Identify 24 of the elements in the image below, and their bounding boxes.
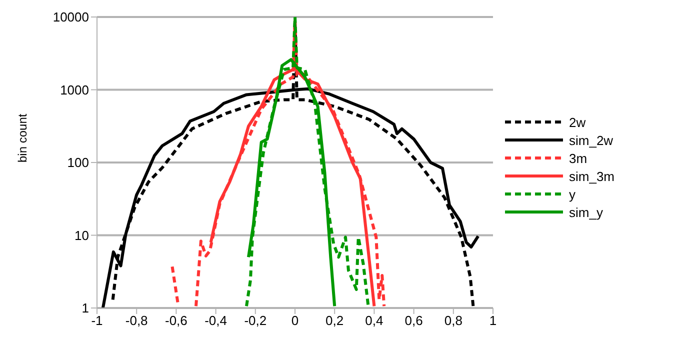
y-tick-label: 10 bbox=[74, 228, 89, 243]
legend-label: 2w bbox=[569, 114, 586, 130]
x-tick-label: 0,8 bbox=[444, 313, 462, 328]
legend-label: 3m bbox=[569, 150, 588, 166]
x-tick-label: 0,2 bbox=[326, 313, 344, 328]
x-tick-label: 0,6 bbox=[404, 313, 423, 328]
x-tick-label: -0,8 bbox=[125, 313, 148, 328]
legend-label: sim_2w bbox=[569, 132, 614, 148]
y-tick-label: 100 bbox=[67, 155, 89, 170]
x-tick-label: 1 bbox=[489, 313, 497, 328]
legend-label: sim_3m bbox=[569, 168, 615, 184]
y-tick-label: 1 bbox=[82, 300, 89, 316]
y-tick-label: 1000 bbox=[60, 82, 89, 98]
legend-label: sim_y bbox=[569, 204, 603, 220]
x-tick-label: 0,4 bbox=[365, 313, 384, 328]
x-tick-label: -1 bbox=[91, 313, 103, 328]
legend-label: y bbox=[569, 186, 576, 202]
x-tick-label: -0,4 bbox=[204, 313, 228, 328]
x-tick-label: -0,6 bbox=[164, 313, 188, 328]
y-axis-title: bin count bbox=[15, 113, 30, 162]
x-tick-label: -0,2 bbox=[244, 313, 267, 328]
line-series bbox=[244, 17, 370, 308]
y-tick-label: 10000 bbox=[52, 10, 89, 25]
x-tick-label: 0 bbox=[291, 313, 299, 328]
